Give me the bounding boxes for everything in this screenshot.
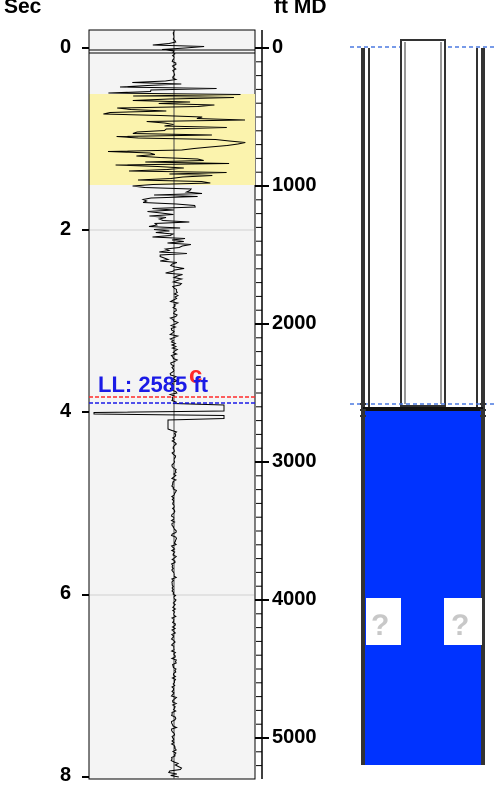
depth-axis-major-ticks [255, 47, 269, 739]
unknown-marker-left-box [366, 598, 401, 645]
highlight-zone [89, 94, 255, 185]
depth-tick-5000: 5000 [272, 726, 317, 748]
depth-axis-header: ft MD [274, 0, 327, 18]
liquid-level-marker: c [189, 362, 202, 389]
tubing [400, 39, 446, 407]
depth-tick-0: 0 [272, 36, 284, 58]
unknown-marker-left: ? [371, 609, 389, 642]
unknown-marker-right-box [444, 598, 482, 645]
time-axis-ticks [82, 47, 89, 778]
liquid-level-label: LL: 2585 ft [98, 372, 209, 397]
depth-tick-2000: 2000 [272, 312, 317, 334]
unknown-marker-right: ? [451, 609, 469, 642]
time-tick-0: 0 [60, 36, 72, 58]
depth-tick-3000: 3000 [272, 450, 317, 472]
depth-tick-4000: 4000 [272, 588, 317, 610]
fluid-column [363, 408, 483, 765]
time-tick-8: 8 [60, 764, 72, 786]
depth-axis-minor-ticks [256, 47, 262, 767]
time-tick-2: 2 [60, 218, 72, 240]
time-axis-header: Sec [4, 0, 42, 18]
depth-tick-1000: 1000 [272, 174, 317, 196]
time-tick-6: 6 [60, 582, 72, 604]
casing-collar-marks [360, 403, 486, 417]
time-tick-4: 4 [60, 400, 72, 422]
